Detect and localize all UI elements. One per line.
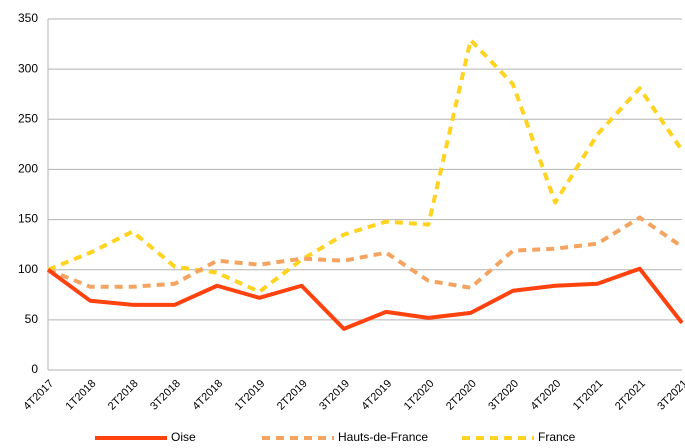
x-tick-label: 3T2019 — [317, 378, 352, 413]
y-tick-label: 350 — [18, 11, 38, 25]
x-tick-label: 2T2021 — [613, 378, 648, 413]
x-tick-label: 3T2020 — [486, 378, 521, 413]
x-tick-label: 1T2019 — [233, 378, 268, 413]
y-tick-label: 50 — [25, 312, 39, 326]
x-tick-label: 2T2020 — [444, 378, 479, 413]
x-tick-label: 4T2019 — [359, 378, 394, 413]
x-tick-label: 4T2020 — [529, 378, 564, 413]
y-tick-label: 300 — [18, 61, 38, 75]
y-tick-label: 100 — [18, 262, 38, 276]
y-tick-label: 200 — [18, 162, 38, 176]
x-tick-label: 1T2020 — [402, 378, 437, 413]
x-tick-label: 1T2021 — [571, 378, 606, 413]
legend-label: Oise — [171, 430, 196, 444]
series-line — [46, 266, 684, 331]
series-line — [47, 38, 684, 294]
legend-label: France — [538, 430, 576, 444]
x-tick-label: 3T2021 — [655, 378, 685, 413]
x-tick-label: 4T2018 — [190, 378, 225, 413]
x-tick-label: 2T2018 — [106, 378, 141, 413]
y-tick-label: 250 — [18, 111, 38, 125]
y-tick-label: 150 — [18, 212, 38, 226]
x-tick-label: 4T2017 — [21, 378, 56, 413]
x-tick-label: 1T2018 — [64, 378, 99, 413]
x-tick-label: 2T2019 — [275, 378, 310, 413]
x-tick-label: 3T2018 — [148, 378, 183, 413]
series-line — [47, 215, 684, 290]
legend-label: Hauts-de-France — [338, 430, 428, 444]
y-tick-label: 0 — [31, 362, 38, 376]
